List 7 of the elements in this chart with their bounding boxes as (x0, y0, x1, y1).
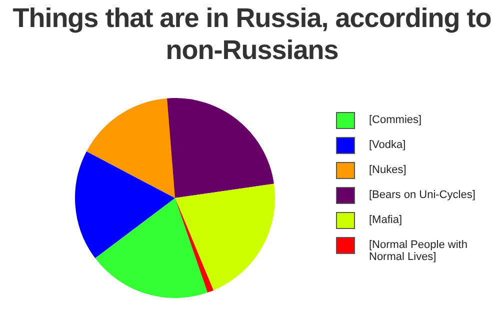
legend-label: [Commies] (369, 113, 422, 126)
legend-label: [Mafia] (369, 213, 402, 226)
chart-title: Things that are in Russia, according to non-Russians (12, 2, 492, 66)
legend-label: [Normal People with Normal Lives] (369, 238, 468, 263)
legend-label: [Bears on Uni-Cycles] (369, 188, 476, 201)
legend-label: [Nukes] (369, 163, 406, 176)
legend-label: [Vodka] (369, 138, 406, 151)
